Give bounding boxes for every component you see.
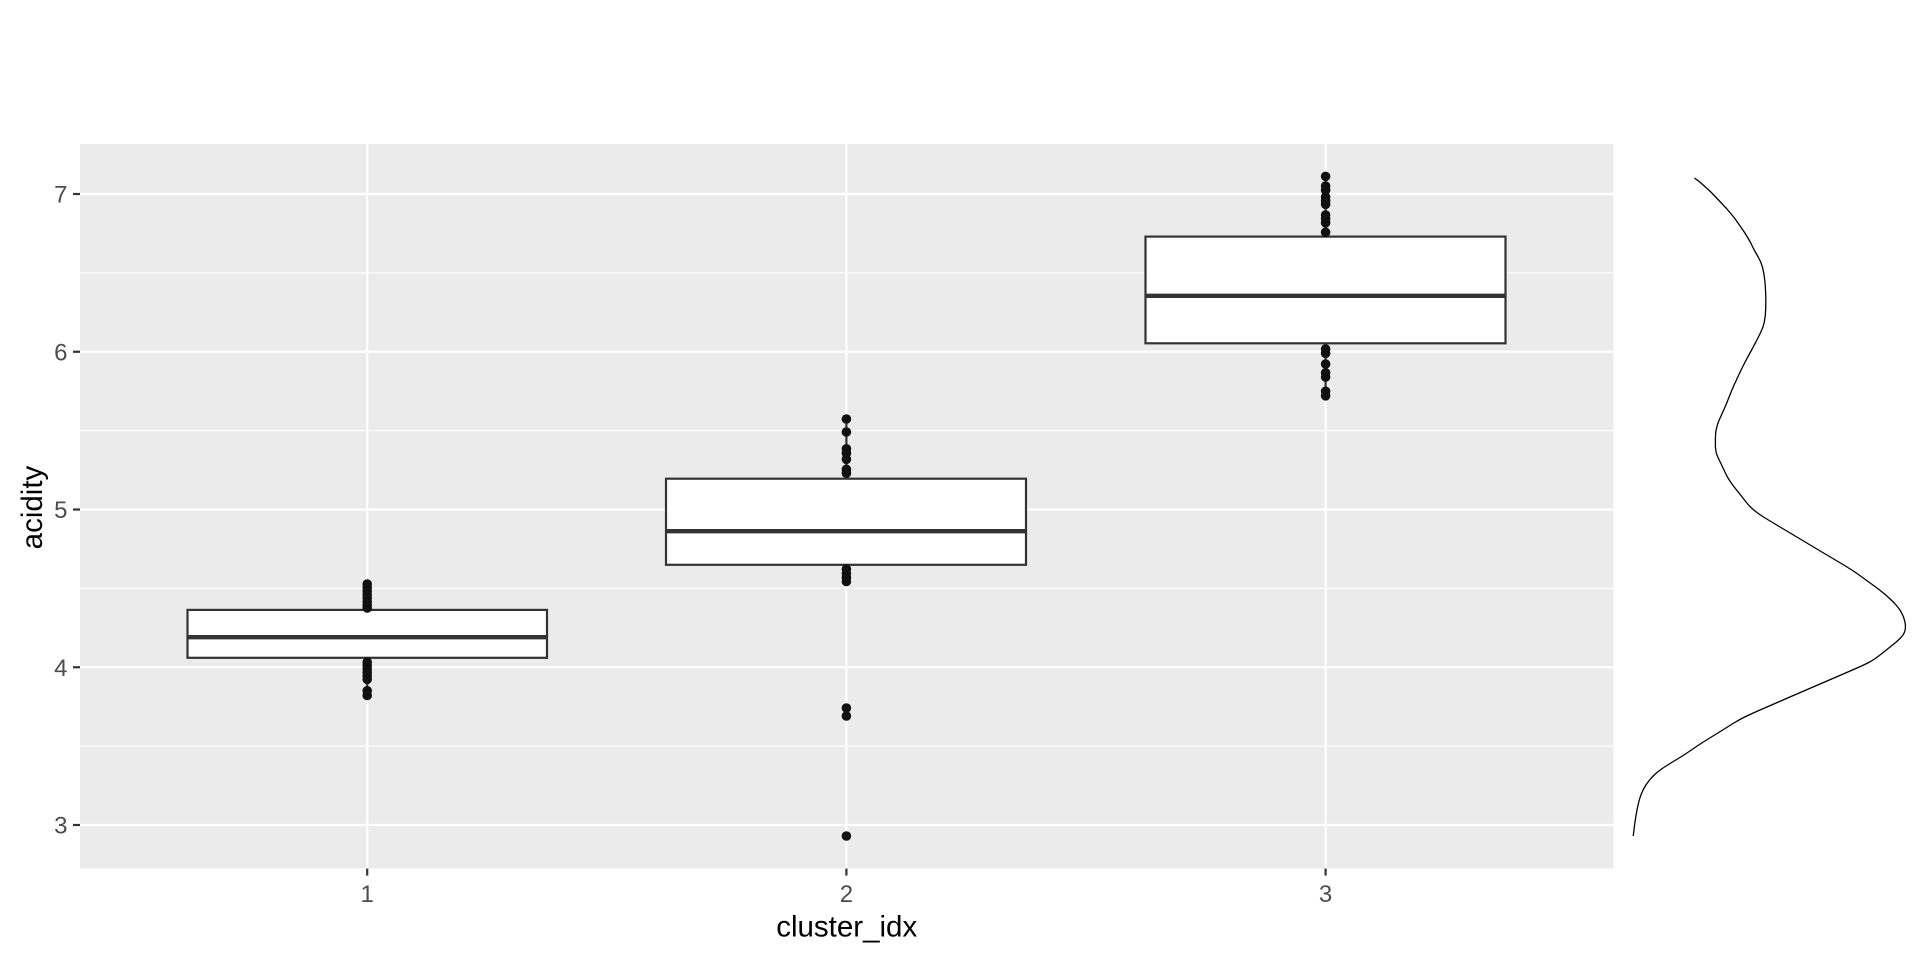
svg-text:6: 6 [54, 339, 67, 366]
svg-text:3: 3 [1319, 881, 1332, 908]
svg-text:1: 1 [361, 881, 374, 908]
svg-text:2: 2 [840, 881, 853, 908]
svg-text:acidity: acidity [16, 465, 49, 549]
svg-text:4: 4 [54, 655, 67, 682]
svg-text:3: 3 [54, 813, 67, 840]
svg-text:7: 7 [54, 182, 67, 209]
svg-text:5: 5 [54, 497, 67, 524]
svg-text:cluster_idx: cluster_idx [776, 911, 917, 944]
